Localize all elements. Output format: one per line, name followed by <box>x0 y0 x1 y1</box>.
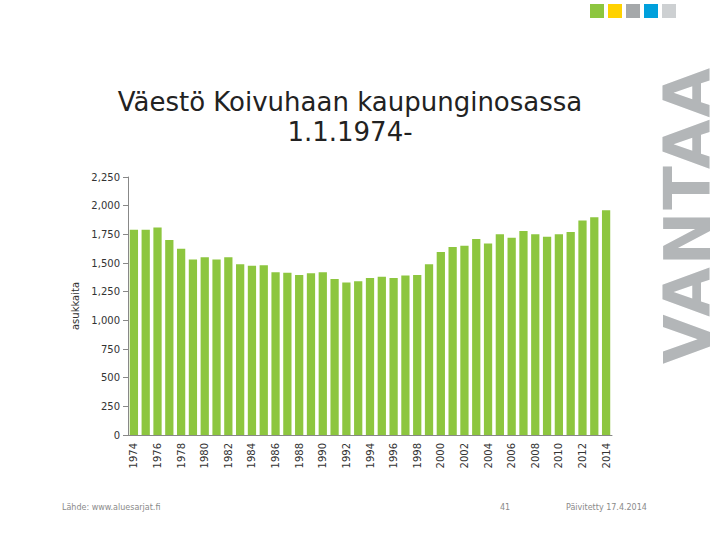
svg-text:1980: 1980 <box>199 443 210 468</box>
svg-text:2006: 2006 <box>506 443 517 468</box>
svg-text:2014: 2014 <box>601 443 612 468</box>
svg-text:1,750: 1,750 <box>91 229 120 240</box>
svg-text:2002: 2002 <box>459 443 470 468</box>
svg-text:1984: 1984 <box>246 443 257 468</box>
svg-text:1974: 1974 <box>128 443 139 468</box>
svg-text:750: 750 <box>101 344 120 355</box>
svg-text:2008: 2008 <box>530 443 541 468</box>
html-text:41: 41 <box>500 503 511 512</box>
svg-text:1996: 1996 <box>388 443 399 468</box>
svg-text:1.1.1974-: 1.1.1974- <box>287 117 412 147</box>
svg-text:1988: 1988 <box>294 443 305 468</box>
svg-text:2010: 2010 <box>553 443 564 468</box>
svg-text:2000: 2000 <box>435 443 446 468</box>
svg-text:1998: 1998 <box>412 443 423 468</box>
html-text:Lähde: www.aluesarjat.fi: Lähde: www.aluesarjat.fi <box>62 503 161 512</box>
svg-text:2,250: 2,250 <box>91 172 120 183</box>
svg-text:1,000: 1,000 <box>91 315 120 326</box>
svg-text:1992: 1992 <box>341 443 352 468</box>
svg-text:1976: 1976 <box>152 443 163 468</box>
svg-text:1978: 1978 <box>176 443 187 468</box>
svg-text:2012: 2012 <box>577 443 588 468</box>
svg-text:1,500: 1,500 <box>91 258 120 269</box>
svg-text:1990: 1990 <box>317 443 328 468</box>
svg-text:1982: 1982 <box>223 443 234 468</box>
svg-text:2004: 2004 <box>483 443 494 468</box>
svg-text:asukkaita: asukkaita <box>70 282 81 330</box>
svg-text:0: 0 <box>114 430 120 441</box>
svg-text:500: 500 <box>101 372 120 383</box>
svg-text:250: 250 <box>101 401 120 412</box>
svg-text:1994: 1994 <box>365 443 376 468</box>
svg-text:1,250: 1,250 <box>91 286 120 297</box>
svg-text:1986: 1986 <box>270 443 281 468</box>
svg-text:Väestö Koivuhaan kaupunginosas: Väestö Koivuhaan kaupunginosassa <box>118 87 583 117</box>
html-text:Päivitetty 17.4.2014: Päivitetty 17.4.2014 <box>566 503 647 512</box>
svg-text:2,000: 2,000 <box>91 200 120 211</box>
